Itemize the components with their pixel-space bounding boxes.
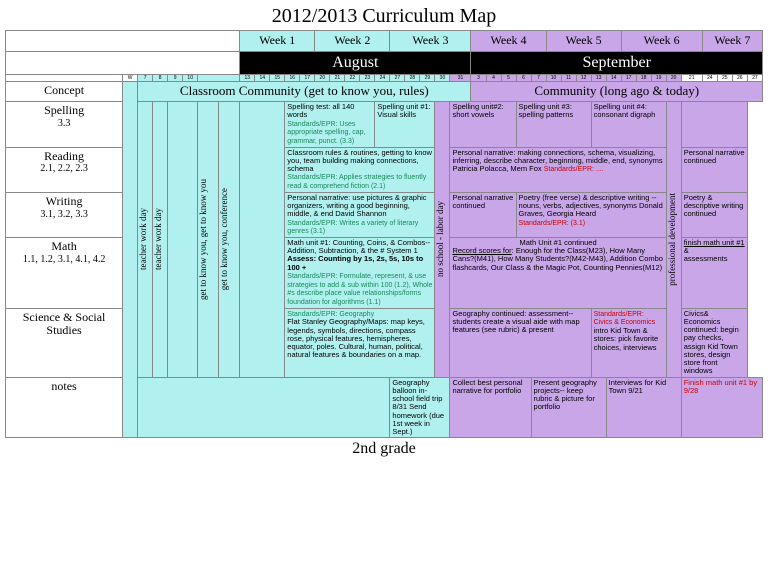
reading-w456: Personal narrative: making connections, …: [450, 147, 666, 192]
notes-row: notes Geography balloon in-school field …: [6, 377, 763, 438]
spelling-w3: Spelling unit #1: Visual skills: [375, 102, 435, 148]
page-title: 2012/2013 Curriculum Map: [5, 5, 763, 28]
month-aug: August: [240, 51, 471, 74]
label-spelling: Spelling3.3: [6, 102, 123, 148]
reading-w7: Personal narrative continued: [681, 147, 747, 192]
science-w23: Standards/EPR: GeographyFlat Stanley Geo…: [285, 308, 435, 377]
spelling-w4: Spelling unit#2: short vowels: [450, 102, 516, 148]
label-science: Science & Social Studies: [6, 308, 123, 377]
vert-conf: get to know you, conference: [219, 188, 229, 290]
concept-row: Concept Classroom Community (get to know…: [6, 82, 763, 102]
math-w7: finish math unit #1 &assessments: [681, 237, 747, 308]
vert-gtky: get to know you, get to know you: [198, 179, 208, 300]
science-w45: Geography continued: assessment--student…: [450, 308, 591, 377]
notes-w6: Interviews for Kid Town 9/21: [606, 377, 681, 438]
writing-w7: Poetry & descriptive writing continued: [681, 192, 747, 237]
vert-twd2: teacher work day: [153, 208, 163, 270]
label-concept: Concept: [6, 82, 123, 102]
date-row: W 78910 1314151617 2021222324 27282930 3…: [6, 75, 763, 82]
math-row: Math1.1, 1.2, 3.1, 4.1, 4.2 Math unit #1…: [6, 237, 763, 308]
label-writing: Writing3.1, 3.2, 3.3: [6, 192, 123, 237]
science-w6: Standards/EPR: Civics & Economicsintro K…: [591, 308, 666, 377]
label-math: Math1.1, 1.2, 3.1, 4.1, 4.2: [6, 237, 123, 308]
vert-pd: professional development: [667, 193, 677, 286]
week-2: Week 2: [315, 31, 390, 52]
spelling-row: Spelling3.3 teacher work day teacher wor…: [6, 102, 763, 148]
week-header-row: Week 1 Week 2 Week 3 Week 4 Week 5 Week …: [6, 31, 763, 52]
week-3: Week 3: [390, 31, 471, 52]
reading-w23: Classroom rules & routines, getting to k…: [285, 147, 435, 192]
curriculum-grid: Week 1 Week 2 Week 3 Week 4 Week 5 Week …: [5, 30, 763, 438]
month-row: August September: [6, 51, 763, 74]
notes-w5: Present geography projects-- keep rubric…: [531, 377, 606, 438]
spelling-w5: Spelling unit #3: spelling patterns: [516, 102, 591, 148]
notes-w3: Geography balloon in-school field trip 8…: [390, 377, 450, 438]
writing-row: Writing3.1, 3.2, 3.3 Personal narrative:…: [6, 192, 763, 237]
week-1: Week 1: [240, 31, 315, 52]
week-4: Week 4: [471, 31, 546, 52]
writing-w4: Personal narrative continued: [450, 192, 516, 237]
vert-twd1: teacher work day: [138, 208, 148, 270]
page-footer: 2nd grade: [5, 440, 763, 458]
writing-w23: Personal narrative: use pictures & graph…: [285, 192, 435, 237]
week-5: Week 5: [546, 31, 621, 52]
concept-community: Community (long ago & today): [471, 82, 763, 102]
month-sep: September: [471, 51, 763, 74]
label-reading: Reading2.1, 2.2, 2.3: [6, 147, 123, 192]
week-7: Week 7: [702, 31, 762, 52]
week-6: Week 6: [621, 31, 702, 52]
vert-noschool: no school - labor day: [435, 201, 445, 277]
spelling-w6: Spelling unit #4: consonant digraph: [591, 102, 666, 148]
writing-w56: Poetry (free verse) & descriptive writin…: [516, 192, 666, 237]
notes-w7: Finish math unit #1 by 9/28: [681, 377, 762, 438]
science-w7: Civics& Economics continued: begin pay c…: [681, 308, 747, 377]
spelling-w2: Spelling test: all 140 wordsStandards/EP…: [285, 102, 375, 148]
math-w456: Math Unit #1 continuedRecord scores for:…: [450, 237, 666, 308]
notes-w4: Collect best personal narrative for port…: [450, 377, 531, 438]
reading-row: Reading2.1, 2.2, 2.3 Classroom rules & r…: [6, 147, 763, 192]
label-notes: notes: [6, 377, 123, 438]
concept-classroom: Classroom Community (get to know you, ru…: [138, 82, 471, 102]
math-w23: Math unit #1: Counting, Coins, & Combos-…: [285, 237, 435, 308]
science-row: Science & Social Studies Standards/EPR: …: [6, 308, 763, 377]
